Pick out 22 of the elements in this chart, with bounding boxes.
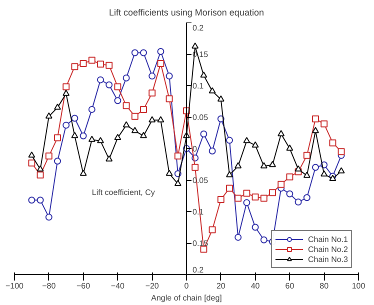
x-tick-label: 20 [216,282,226,290]
x-tick-label: 100 [352,282,366,290]
x-tick-label: 60 [285,282,295,290]
y-axis-title: Lift coefficient, Cy [92,188,155,198]
y-tick-label: 0.1 [192,82,204,90]
x-tick-label: 0 [184,282,190,290]
legend-label: Chain No.3 [308,254,348,264]
chart-title: Lift coefficients using Morison equation [109,8,264,18]
x-tick-label: −80 [42,282,56,290]
x-axis-title: Angle of chain [deg] [151,294,222,302]
y-tick-label: 0.05 [192,113,209,122]
x-tick-label: −40 [110,282,126,290]
y-tick-label: 0 [192,144,198,154]
legend-label: Chain No.1 [308,234,348,244]
legend-label: Chain No.2 [308,244,348,254]
x-tick-label: 80 [320,282,330,290]
x-tick-label: −20 [145,282,160,290]
y-tick-label: 0.2 [192,266,204,274]
x-tick-label: −100 [5,282,24,290]
x-tick-label: 40 [250,282,260,290]
x-tick-label: −60 [76,282,91,290]
y-tick-label: 0.2 [192,24,204,32]
